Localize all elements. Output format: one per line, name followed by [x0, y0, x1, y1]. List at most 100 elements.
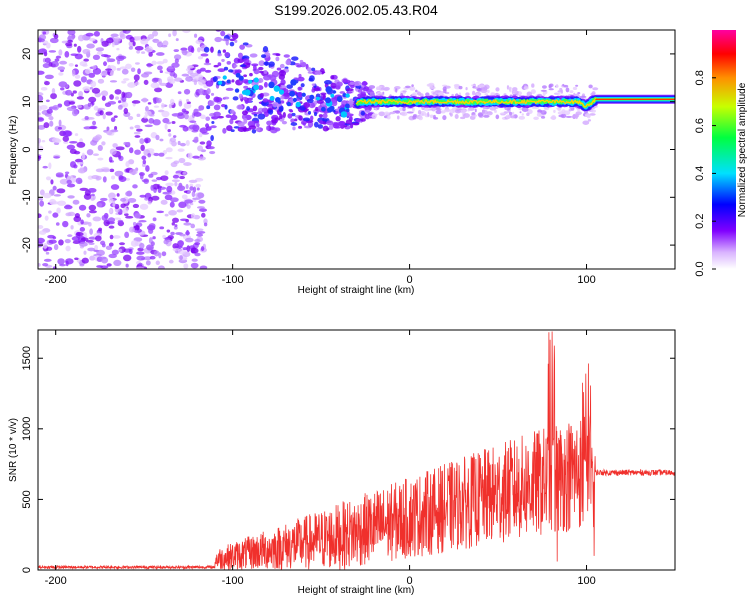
spectrogram-band-blob — [233, 64, 238, 68]
spectrogram-noise-blob — [65, 204, 71, 208]
spectrogram-halo-blob — [411, 84, 414, 87]
spectrogram-peak-dot — [342, 93, 347, 98]
spectrogram-band-blob — [252, 105, 258, 112]
spectrogram-band-blob — [350, 122, 354, 129]
spectrogram-noise-blob — [90, 80, 97, 88]
spectrogram-noise-blob — [132, 221, 137, 227]
spectrogram-band-blob — [288, 108, 293, 112]
spectrogram-noise-blob — [39, 200, 45, 207]
spectrogram-noise-blob — [76, 232, 84, 237]
spectrogram-noise-blob — [192, 155, 200, 159]
spectrogram-band-blob — [217, 62, 222, 67]
spectrogram-noise-blob — [165, 156, 173, 160]
spectrogram-halo-blob — [590, 109, 597, 113]
spectrogram-noise-blob — [65, 42, 73, 47]
spectrogram-peak-dot — [315, 96, 320, 101]
spectrogram-noise-blob — [195, 228, 204, 232]
spectrogram-noise-blob — [38, 225, 44, 230]
spectrogram-noise-blob — [80, 219, 84, 225]
spectrogram-noise-blob — [46, 108, 53, 114]
spectrogram-band-blob — [268, 108, 274, 115]
spectrogram-noise-blob — [92, 120, 97, 126]
spectrogram-band-blob — [270, 126, 275, 130]
snr-ytick-label: 1500 — [21, 346, 33, 370]
spectrogram-noise-blob — [160, 199, 168, 205]
figure-title: S199.2026.002.05.43.R04 — [274, 2, 438, 18]
spectrogram-noise-blob — [140, 38, 149, 45]
spectrogram-noise-blob — [200, 246, 205, 252]
spectrogram-noise-blob — [92, 153, 99, 157]
spectrogram-halo-blob — [478, 84, 485, 88]
spectrogram-band-blob — [282, 111, 286, 119]
spectrogram-noise-blob — [63, 141, 69, 144]
spectrogram-noise-blob — [66, 179, 72, 185]
spectrogram-noise-blob — [117, 100, 122, 104]
spectrogram-band-blob — [306, 98, 314, 104]
spectrogram-noise-blob — [153, 250, 160, 257]
spectrogram-noise-blob — [145, 260, 151, 266]
spectrogram-noise-blob — [185, 231, 191, 236]
spectrogram-band-blob — [278, 70, 287, 77]
spectrogram-halo-blob — [428, 82, 435, 88]
spectrogram-halo-blob — [591, 91, 596, 96]
spectrogram-noise-blob — [88, 204, 97, 211]
spectrogram-halo-blob — [429, 114, 434, 118]
spectrogram-noise-blob — [38, 48, 48, 55]
spectrogram-halo-blob — [540, 116, 546, 119]
spectrogram-halo-blob — [589, 113, 596, 116]
spectrogram-band-blob — [212, 76, 218, 82]
spectrogram-noise-blob — [183, 222, 192, 226]
spectrogram-noise-blob — [59, 60, 68, 65]
spectrogram-halo-blob — [427, 111, 430, 117]
spectrogram-noise-blob — [190, 46, 195, 53]
spectrogram-peak-dot — [275, 96, 281, 103]
spectrogram-noise-blob — [184, 199, 194, 204]
spectrogram-band-blob — [232, 96, 239, 101]
spectrogram-noise-blob — [97, 144, 103, 152]
spectrogram-noise-blob — [145, 46, 153, 53]
spectrogram-noise-blob — [74, 64, 79, 67]
spectrogram-noise-blob — [85, 239, 94, 243]
spectrogram-noise-blob — [179, 233, 186, 237]
spectrogram-noise-blob — [156, 210, 165, 214]
spectrogram-halo-blob — [556, 107, 562, 110]
spectrogram-band-blob — [205, 116, 211, 122]
spectrogram-noise-blob — [152, 217, 157, 222]
spectrogram-halo-blob — [508, 86, 512, 90]
spectrogram-noise-blob — [110, 33, 119, 38]
spectrogram-halo-blob — [540, 89, 547, 92]
spectrogram-band-blob — [221, 58, 225, 62]
spectrogram-halo-blob — [503, 93, 507, 96]
spectrogram-noise-blob — [58, 119, 62, 127]
spectrogram-noise-blob — [66, 106, 76, 111]
spectrogram-noise-blob — [121, 68, 129, 75]
spectrogram-noise-blob — [127, 115, 134, 121]
spectrogram-noise-blob — [183, 88, 191, 95]
spectrogram-noise-blob — [177, 148, 185, 152]
spectrogram-band-blob — [261, 54, 267, 59]
spectrogram-ytick-label: 0 — [21, 146, 33, 152]
spectrogram-band-blob — [316, 99, 324, 104]
spectrogram-halo-blob — [435, 90, 441, 93]
spectrogram-noise-blob — [185, 76, 193, 82]
spectrogram-noise-blob — [81, 152, 86, 160]
spectrogram-band-blob — [205, 94, 211, 100]
spectrogram-noise-blob — [171, 121, 176, 125]
spectrogram-band-blob — [274, 127, 281, 132]
spectrogram-peak-dot — [269, 95, 275, 101]
spectrogram-noise-blob — [42, 242, 48, 249]
spectrogram-halo-blob — [521, 113, 524, 116]
spectrogram-noise-blob — [196, 230, 206, 234]
spectrogram-noise-blob — [165, 147, 173, 153]
spectrogram-band-blob — [221, 38, 230, 42]
spectrogram-noise-blob — [143, 256, 152, 261]
spectrogram-halo-blob — [458, 85, 463, 90]
spectrogram-noise-blob — [111, 175, 116, 180]
spectrogram-noise-blob — [188, 124, 198, 130]
spectrogram-noise-blob — [194, 239, 201, 243]
spectrogram-noise-blob — [198, 79, 206, 86]
spectrogram-peak-dot — [238, 75, 244, 81]
spectrogram-halo-blob — [409, 86, 416, 91]
